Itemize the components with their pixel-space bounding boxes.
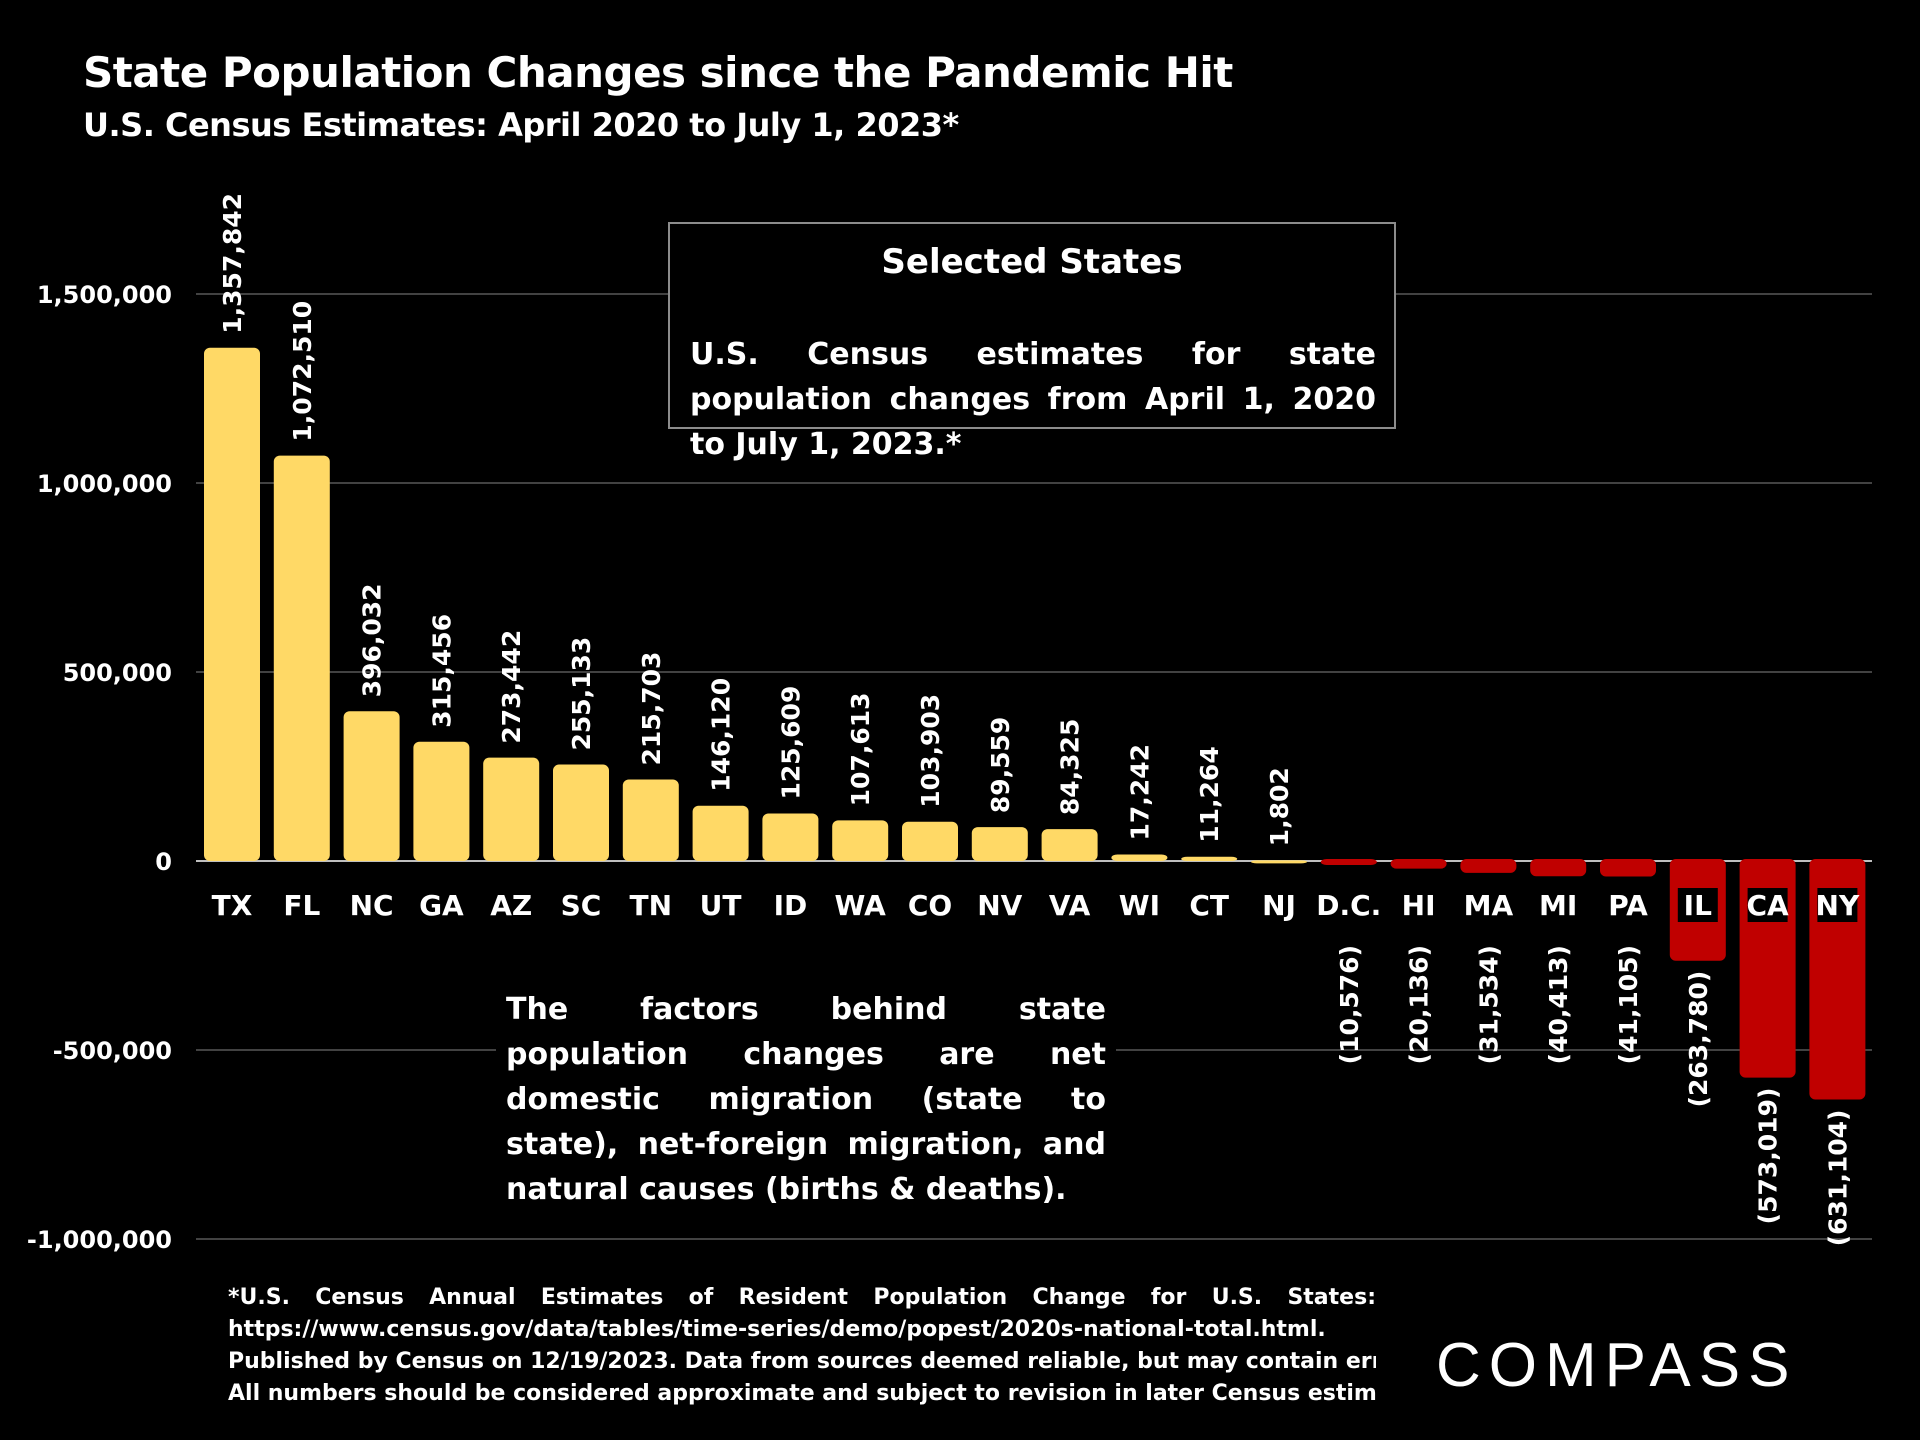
bar [1460, 859, 1517, 873]
data-label: (10,576) [1335, 945, 1364, 1064]
x-tick-label: IL [1684, 889, 1712, 922]
data-label: 17,242 [1125, 744, 1154, 840]
x-tick-label: WI [1119, 889, 1160, 922]
data-label: 1,072,510 [288, 301, 317, 442]
bar [553, 764, 609, 861]
x-tick-label: HI [1402, 889, 1436, 922]
compass-logo: COMPASS [1436, 1331, 1798, 1400]
bar [1181, 856, 1238, 861]
data-label: (31,534) [1474, 945, 1503, 1064]
x-tick-label: MA [1464, 889, 1514, 922]
data-label: (20,136) [1405, 945, 1434, 1064]
data-label: 396,032 [358, 583, 387, 697]
data-label: 215,703 [637, 652, 666, 766]
x-tick-label: NJ [1262, 889, 1296, 922]
source-footnote: *U.S. Census Annual Estimates of Residen… [228, 1282, 1376, 1410]
bar [1041, 829, 1098, 861]
data-label: 84,325 [1056, 719, 1085, 815]
bar [622, 779, 679, 861]
x-tick-label: CO [908, 889, 952, 922]
data-label: (41,105) [1614, 945, 1643, 1064]
x-tick-label-backing [1677, 888, 1718, 922]
bar [902, 821, 958, 861]
bar [343, 711, 400, 861]
bar [413, 741, 470, 861]
x-tick-label: VA [1049, 889, 1091, 922]
footnote-line: https://www.census.gov/data/tables/time-… [228, 1317, 1326, 1342]
footnote-line: Published by Census on 12/19/2023. Data … [228, 1349, 1376, 1374]
bar [971, 827, 1028, 861]
footnote-line: *U.S. Census Annual Estimates of Residen… [228, 1285, 1376, 1310]
factors-note: The factors behind state population chan… [496, 981, 1116, 1218]
bar [273, 455, 330, 861]
bar [483, 757, 540, 861]
bar [1600, 859, 1656, 877]
footnote-line: All numbers should be considered approxi… [228, 1381, 1376, 1406]
data-label: 89,559 [986, 717, 1015, 813]
bar [204, 347, 260, 861]
y-tick-label: 1,000,000 [37, 470, 172, 498]
data-label: 11,264 [1195, 746, 1224, 842]
data-label: 1,802 [1265, 767, 1294, 846]
bar [1530, 859, 1587, 877]
data-label: 107,613 [846, 692, 875, 806]
y-tick-label: -500,000 [53, 1037, 172, 1065]
bar [1390, 859, 1447, 869]
x-tick-label: D.C. [1316, 889, 1381, 922]
y-tick-label: -1,000,000 [27, 1226, 172, 1254]
x-tick-label: FL [283, 889, 320, 922]
data-label: 315,456 [427, 614, 456, 728]
x-tick-label: NC [350, 889, 394, 922]
callout-box: Selected States U.S. Census estimates fo… [668, 222, 1396, 462]
x-tick-label: UT [700, 889, 742, 922]
bar [832, 820, 889, 861]
chart-title: State Population Changes since the Pande… [83, 48, 1233, 97]
x-tick-label: NV [977, 889, 1022, 922]
data-label: 125,609 [776, 686, 805, 800]
data-label: 146,120 [707, 678, 736, 792]
x-tick-label: NY [1816, 889, 1860, 922]
x-tick-label: TX [212, 889, 253, 922]
bar [1111, 854, 1168, 861]
x-tick-label: SC [561, 889, 602, 922]
x-tick-label: GA [419, 889, 464, 922]
data-label: (631,104) [1823, 1110, 1852, 1247]
chart-subtitle: U.S. Census Estimates: April 2020 to Jul… [83, 106, 959, 144]
x-tick-label-backing [1747, 888, 1788, 922]
data-label: (40,413) [1544, 945, 1573, 1064]
data-label: 1,357,842 [218, 193, 247, 334]
data-label: 103,903 [916, 694, 945, 808]
y-tick-label: 0 [155, 848, 172, 876]
x-tick-label: AZ [490, 889, 532, 922]
x-tick-label: WA [835, 889, 887, 922]
data-label: (573,019) [1754, 1088, 1783, 1225]
bar [1251, 860, 1307, 864]
callout-heading: Selected States [881, 242, 1183, 282]
bar [1320, 859, 1377, 865]
data-label: 273,442 [497, 630, 526, 744]
y-tick-label: 1,500,000 [37, 281, 172, 309]
callout-body: U.S. Census estimates for state populati… [690, 337, 1376, 462]
x-tick-label: CA [1746, 889, 1789, 922]
y-tick-label: 500,000 [63, 659, 172, 687]
bar [762, 813, 819, 861]
x-tick-label: TN [630, 889, 673, 922]
x-tick-label: MI [1539, 889, 1577, 922]
x-tick-label-backing [1817, 888, 1858, 922]
data-label: 255,133 [567, 637, 596, 751]
x-tick-label: ID [774, 889, 808, 922]
x-tick-label: PA [1608, 889, 1648, 922]
data-label: (263,780) [1684, 971, 1713, 1108]
x-tick-label: CT [1189, 889, 1229, 922]
bar [692, 805, 749, 861]
